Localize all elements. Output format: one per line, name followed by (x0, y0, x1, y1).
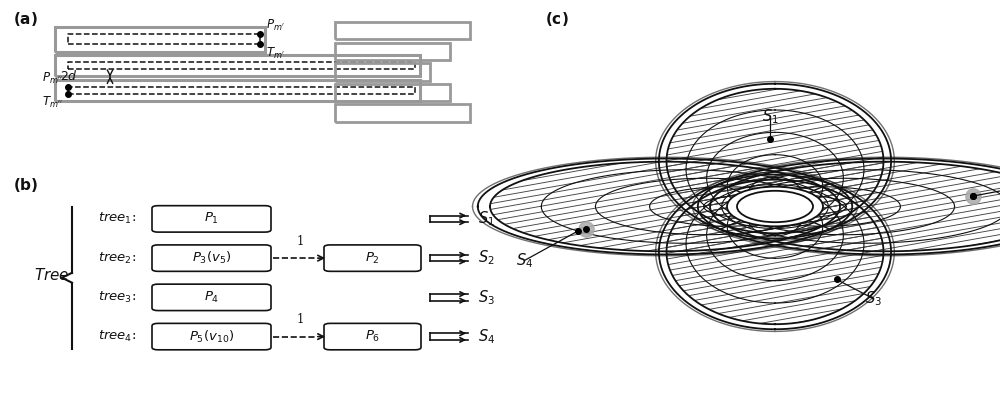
FancyBboxPatch shape (152, 206, 271, 232)
Circle shape (737, 191, 813, 222)
Text: $S_4$: $S_4$ (478, 327, 495, 346)
FancyBboxPatch shape (324, 245, 421, 271)
Text: $P_3(v_5)$: $P_3(v_5)$ (192, 250, 231, 266)
Text: $\mathit{Tree}$: $\mathit{Tree}$ (34, 267, 70, 282)
FancyBboxPatch shape (152, 245, 271, 271)
FancyBboxPatch shape (324, 323, 421, 350)
Text: $S_3$: $S_3$ (865, 290, 882, 308)
Text: 1: 1 (297, 235, 304, 248)
Text: $P_5(v_{10})$: $P_5(v_{10})$ (189, 329, 234, 344)
Text: $P_4$: $P_4$ (204, 290, 219, 305)
Text: $P_{m'}$: $P_{m'}$ (266, 17, 285, 33)
Text: $\mathbf{(b)}$: $\mathbf{(b)}$ (13, 176, 39, 194)
Text: $S_1$: $S_1$ (762, 107, 778, 126)
Polygon shape (667, 89, 883, 233)
Circle shape (727, 187, 823, 226)
Polygon shape (490, 162, 840, 251)
Text: $\mathit{tree}_1$:: $\mathit{tree}_1$: (98, 211, 136, 226)
Text: $S_1$: $S_1$ (478, 209, 495, 228)
Polygon shape (710, 162, 1000, 251)
FancyBboxPatch shape (152, 323, 271, 350)
Text: $P_{m''}$: $P_{m''}$ (42, 71, 63, 86)
Text: $\mathbf{(a)}$: $\mathbf{(a)}$ (13, 10, 38, 28)
Text: $2d$: $2d$ (60, 69, 78, 83)
Text: 1: 1 (297, 313, 304, 326)
Text: $S_2$: $S_2$ (478, 249, 495, 268)
Text: $S_4$: $S_4$ (516, 251, 534, 270)
Text: $T_{m''}$: $T_{m''}$ (42, 95, 63, 110)
Polygon shape (667, 180, 883, 324)
Polygon shape (667, 180, 883, 324)
Text: $\mathit{tree}_3$:: $\mathit{tree}_3$: (98, 290, 136, 305)
Text: $T_{m'}$: $T_{m'}$ (266, 46, 285, 61)
Text: $P_2$: $P_2$ (365, 251, 380, 266)
Text: $P_1$: $P_1$ (204, 211, 219, 226)
Text: $\mathit{tree}_4$:: $\mathit{tree}_4$: (98, 329, 136, 344)
Polygon shape (490, 162, 840, 251)
Text: $P_6$: $P_6$ (365, 329, 380, 344)
Polygon shape (667, 89, 883, 233)
Text: $\mathbf{(c)}$: $\mathbf{(c)}$ (545, 10, 569, 28)
FancyBboxPatch shape (152, 284, 271, 311)
Polygon shape (710, 162, 1000, 251)
Text: $\mathit{tree}_2$:: $\mathit{tree}_2$: (98, 251, 136, 266)
Text: $S_3$: $S_3$ (478, 288, 495, 307)
